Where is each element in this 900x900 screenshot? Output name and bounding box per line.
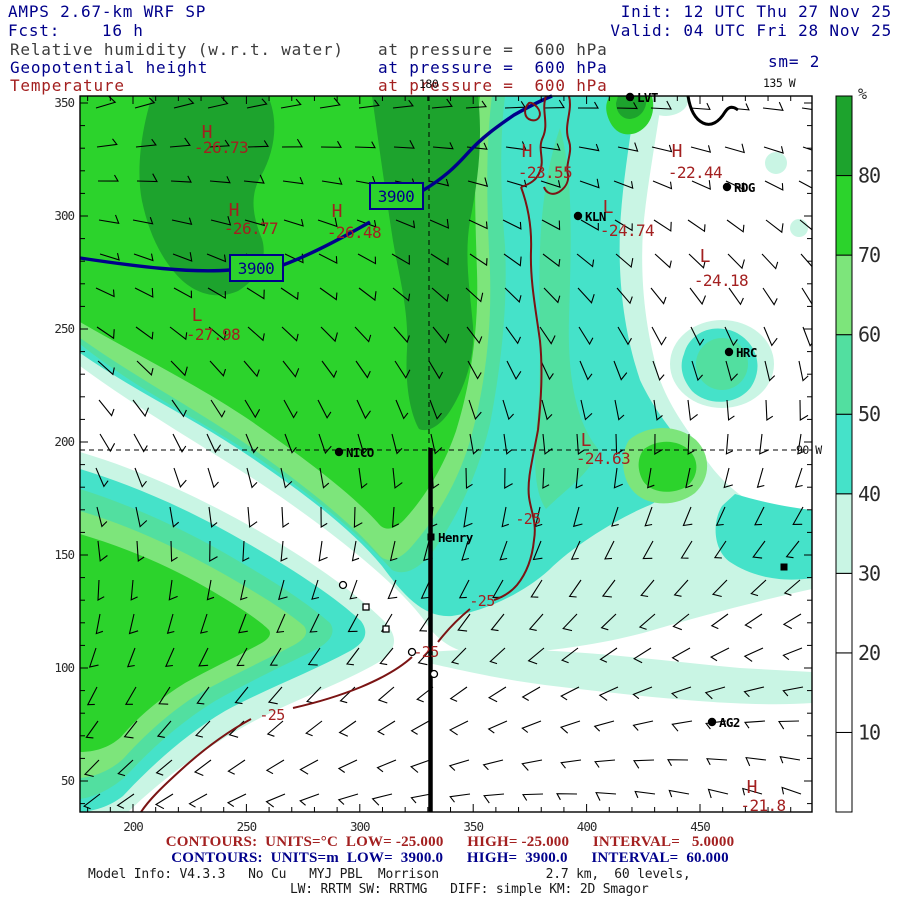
init-time: Init: 12 UTC Thu 27 Nov 25 [621, 4, 892, 21]
extremum-value: -24.74 [600, 221, 654, 240]
station-marker [626, 93, 634, 101]
colorbar-segment [836, 414, 852, 494]
temp-contour-label: -25 [469, 592, 494, 610]
extremum-value: -26.73 [194, 138, 248, 157]
height-contour-label-box: 3900 [370, 183, 423, 209]
waypoint-circle [431, 671, 438, 678]
temp-contour-label: -25 [413, 643, 438, 661]
extremum-value: -22.44 [668, 163, 722, 182]
extremum-value: -26.48 [327, 223, 381, 242]
extremum-letter: H [332, 201, 343, 222]
colorbar-tick-label: 50 [858, 402, 880, 426]
contour-info-height: CONTOURS: UNITS=m LOW= 3900.0 HIGH= 3900… [0, 851, 900, 867]
smoothing-label: sm= 2 [768, 54, 820, 71]
y-tick-label: 50 [61, 773, 75, 788]
colorbar-segment [836, 494, 852, 574]
extremum-value: -27.98 [186, 325, 240, 344]
meridian-135w-label: 135 W [763, 77, 795, 89]
x-tick-label: 400 [577, 819, 597, 834]
station-marker [335, 448, 343, 456]
field-2-level: at pressure = 600 hPa [378, 60, 608, 77]
y-tick-label: 200 [54, 434, 74, 449]
station-marker [574, 212, 582, 220]
colorbar-segment [836, 653, 852, 733]
field-2-name: Geopotential height [10, 60, 208, 77]
extremum-value: -26.77 [224, 219, 278, 238]
extremum-letter: H [747, 777, 758, 798]
extremum-value: -24.63 [576, 449, 630, 468]
y-tick-label: 250 [54, 321, 74, 336]
colorbar-tick-label: 40 [858, 482, 880, 506]
temp-contour-label: -25 [259, 706, 284, 724]
colorbar-tick-label: 70 [858, 243, 880, 267]
model-info-line-1: Model Info: V4.3.3 No Cu MYJ PBL Morriso… [88, 868, 691, 882]
x-tick-label: 350 [463, 819, 483, 834]
extremum-letter: L [700, 246, 711, 267]
model-title: AMPS 2.67-km WRF SP [8, 4, 206, 21]
y-tick-label: 150 [54, 547, 74, 562]
field-3-name: Temperature [10, 78, 125, 95]
waypoint-circle [340, 582, 347, 589]
height-label: 3900 [378, 187, 415, 206]
colorbar-segment [836, 335, 852, 415]
station-unlabeled [781, 564, 788, 571]
y-tick-label: 350 [54, 95, 74, 110]
station-label: NICO [346, 445, 374, 460]
colorbar-tick-label: 60 [858, 323, 880, 347]
colorbar-segment [836, 732, 852, 812]
valid-time: Valid: 04 UTC Fri 28 Nov 25 [610, 23, 892, 40]
field-3-level: at pressure = 600 hPa [378, 78, 608, 95]
station-label: RDG [734, 180, 755, 195]
colorbar: 10 20 30 40 50 60 70 80% [836, 85, 880, 812]
station-label: KLN [585, 209, 606, 224]
colorbar-tick-label: 20 [858, 641, 880, 665]
station-label: HRC [736, 345, 757, 360]
colorbar-tick-label: 80 [858, 164, 880, 188]
height-label: 3900 [238, 259, 275, 278]
extremum-value: -23.55 [518, 163, 572, 182]
station-marker [723, 183, 731, 191]
model-info-line-2: LW: RRTM SW: RRTMG DIFF: simple KM: 2D S… [290, 883, 648, 897]
extremum-letter: H [229, 200, 240, 221]
colorbar-segment [836, 573, 852, 653]
field-1-name: Relative humidity (w.r.t. water) [10, 42, 344, 59]
extremum-letter: H [522, 141, 533, 162]
rh-fill-regions [80, 96, 812, 812]
colorbar-segment [836, 255, 852, 335]
waypoint-circle [409, 649, 416, 656]
station-marker [708, 718, 716, 726]
colorbar-segment [836, 96, 852, 176]
station-label: Henry [438, 530, 474, 545]
extremum-letter: L [192, 305, 203, 326]
parallel-90w-label: 90 W [796, 444, 822, 456]
colorbar-tick-label: 30 [858, 561, 880, 585]
waypoint-square [363, 604, 369, 610]
waypoint-square [383, 626, 389, 632]
height-contour-label-box: 3900 [230, 255, 283, 281]
y-tick-label: 100 [54, 660, 74, 675]
station-label: AG2 [719, 715, 740, 730]
colorbar-segment [836, 176, 852, 256]
extremum-value: -24.18 [694, 271, 748, 290]
weather-chart: 3900 3900 H-26.73H-26.77H-26.48L-27.98H-… [0, 0, 900, 900]
x-tick-label: 300 [350, 819, 370, 834]
extremum-letter: L [581, 430, 592, 451]
colorbar-units-label: % [858, 85, 867, 103]
station-marker [725, 348, 733, 356]
meridian-180-label: 180 [419, 78, 438, 90]
temp-contour-label: -25 [515, 510, 540, 528]
colorbar-tick-label: 10 [858, 720, 880, 744]
forecast-hour: Fcst: 16 h [8, 23, 144, 40]
extremum-letter: H [672, 141, 683, 162]
station-marker [428, 534, 435, 541]
x-tick-label: 200 [123, 819, 143, 834]
field-1-level: at pressure = 600 hPa [378, 42, 608, 59]
x-tick-label: 250 [237, 819, 257, 834]
station-marker [781, 564, 788, 571]
y-tick-label: 300 [54, 208, 74, 223]
contour-info-temperature: CONTOURS: UNITS=°C LOW= -25.000 HIGH= -2… [0, 835, 900, 851]
x-tick-label: 450 [690, 819, 710, 834]
